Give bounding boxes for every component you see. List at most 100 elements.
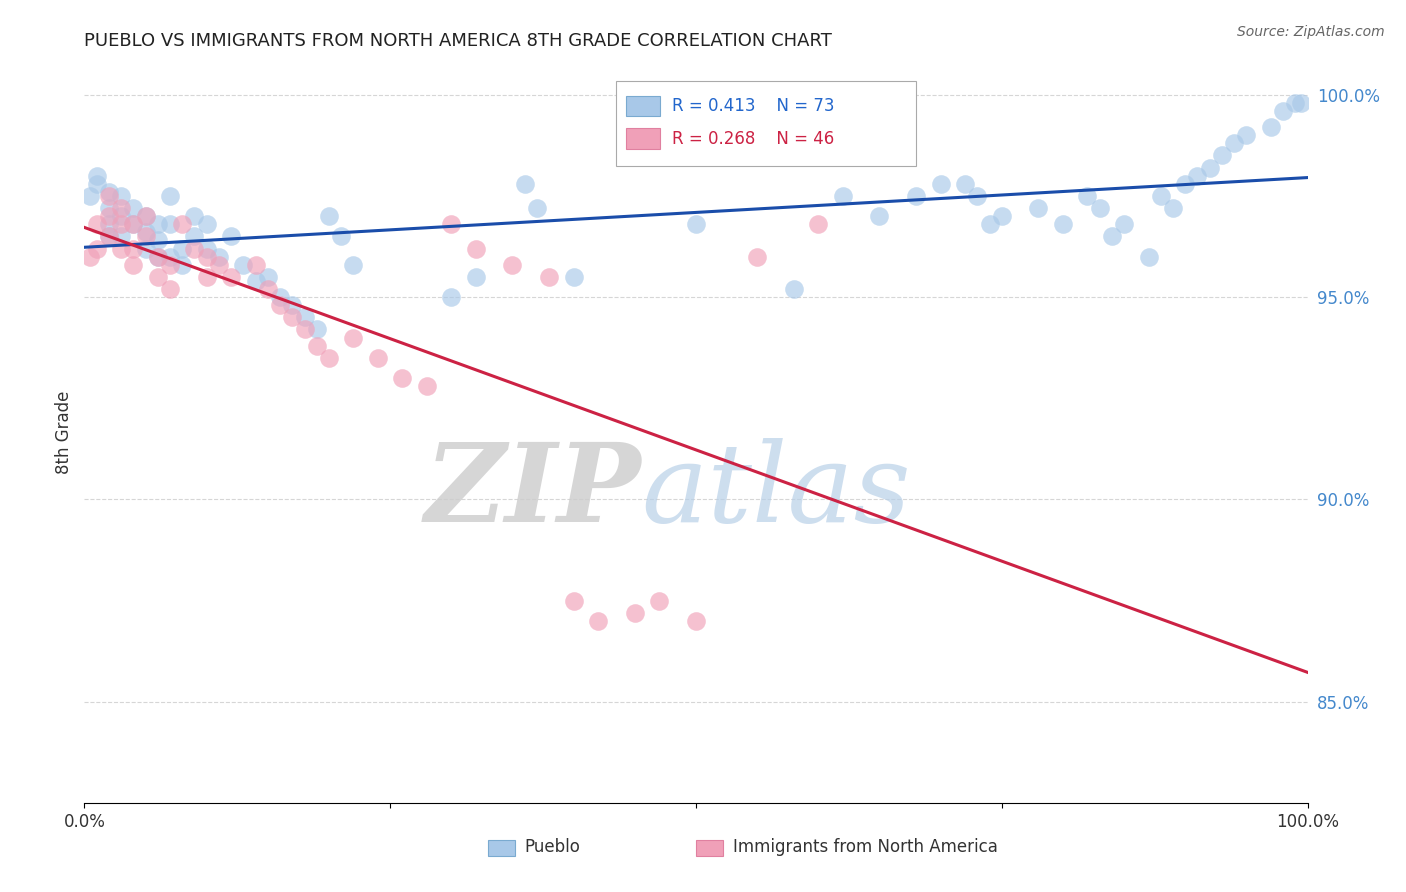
Point bbox=[440, 217, 463, 231]
Text: R = 0.268    N = 46: R = 0.268 N = 46 bbox=[672, 129, 834, 148]
Point bbox=[367, 351, 389, 365]
Point bbox=[1211, 148, 1233, 162]
Point bbox=[648, 593, 671, 607]
Point bbox=[685, 614, 707, 628]
Point bbox=[464, 269, 486, 284]
Point bbox=[122, 258, 145, 272]
Point bbox=[97, 185, 120, 199]
Point bbox=[79, 250, 101, 264]
Point bbox=[110, 209, 132, 223]
Point bbox=[991, 209, 1014, 223]
Point bbox=[195, 242, 218, 256]
Point bbox=[122, 217, 145, 231]
Point bbox=[318, 351, 340, 365]
Point bbox=[391, 371, 413, 385]
Point bbox=[159, 258, 181, 272]
Text: atlas: atlas bbox=[641, 438, 911, 546]
Point bbox=[281, 298, 304, 312]
Point bbox=[1284, 95, 1306, 110]
Y-axis label: 8th Grade: 8th Grade bbox=[55, 391, 73, 475]
Point bbox=[1088, 201, 1111, 215]
Point bbox=[219, 229, 242, 244]
Point bbox=[807, 217, 830, 231]
Point bbox=[416, 379, 439, 393]
Point bbox=[135, 225, 157, 239]
Point bbox=[685, 217, 707, 231]
Point bbox=[146, 269, 169, 284]
Point bbox=[1137, 250, 1160, 264]
Point bbox=[97, 217, 120, 231]
Point bbox=[513, 177, 536, 191]
Point bbox=[195, 269, 218, 284]
Point bbox=[1236, 128, 1258, 143]
Point bbox=[257, 269, 280, 284]
Point bbox=[869, 209, 891, 223]
Point bbox=[1150, 189, 1173, 203]
Point bbox=[183, 229, 205, 244]
Point bbox=[86, 217, 108, 231]
Point bbox=[562, 593, 585, 607]
Bar bbox=[488, 840, 515, 856]
Point bbox=[979, 217, 1001, 231]
Bar bbox=[626, 95, 661, 117]
Point bbox=[79, 189, 101, 203]
Point bbox=[86, 169, 108, 183]
Point bbox=[86, 242, 108, 256]
Point bbox=[624, 606, 647, 620]
Point bbox=[183, 209, 205, 223]
Text: Pueblo: Pueblo bbox=[524, 838, 581, 856]
Bar bbox=[626, 128, 661, 149]
Point bbox=[1161, 201, 1184, 215]
Point bbox=[97, 209, 120, 223]
Point bbox=[330, 229, 353, 244]
Point bbox=[110, 242, 132, 256]
Point bbox=[294, 322, 316, 336]
Point bbox=[135, 209, 157, 223]
Point bbox=[183, 242, 205, 256]
Point bbox=[269, 290, 291, 304]
Point bbox=[97, 229, 120, 244]
Point bbox=[783, 282, 806, 296]
Point bbox=[159, 189, 181, 203]
Point bbox=[208, 250, 231, 264]
Point bbox=[831, 189, 853, 203]
Point bbox=[586, 614, 609, 628]
Point bbox=[1223, 136, 1246, 151]
Point bbox=[342, 258, 364, 272]
Point bbox=[122, 242, 145, 256]
Point bbox=[257, 282, 280, 296]
Point bbox=[110, 189, 132, 203]
Point bbox=[110, 201, 132, 215]
Point bbox=[122, 217, 145, 231]
Point bbox=[97, 229, 120, 244]
Point bbox=[135, 209, 157, 223]
Point bbox=[232, 258, 254, 272]
Point bbox=[440, 290, 463, 304]
Point bbox=[905, 189, 928, 203]
Point bbox=[305, 322, 328, 336]
Point bbox=[110, 229, 132, 244]
Point bbox=[294, 310, 316, 325]
Text: Immigrants from North America: Immigrants from North America bbox=[733, 838, 997, 856]
Point bbox=[1028, 201, 1050, 215]
Point bbox=[245, 258, 267, 272]
Bar bbox=[696, 840, 723, 856]
Point bbox=[159, 250, 181, 264]
Point bbox=[318, 209, 340, 223]
Point bbox=[526, 201, 548, 215]
FancyBboxPatch shape bbox=[616, 81, 917, 166]
Point bbox=[305, 338, 328, 352]
Point bbox=[1272, 103, 1295, 118]
Point bbox=[1291, 95, 1313, 110]
Point bbox=[195, 250, 218, 264]
Point bbox=[747, 250, 769, 264]
Point bbox=[966, 189, 988, 203]
Point bbox=[929, 177, 952, 191]
Point bbox=[281, 310, 304, 325]
Point bbox=[86, 177, 108, 191]
Point bbox=[219, 269, 242, 284]
Point bbox=[146, 250, 169, 264]
Point bbox=[953, 177, 976, 191]
Point bbox=[159, 282, 181, 296]
Point bbox=[110, 217, 132, 231]
